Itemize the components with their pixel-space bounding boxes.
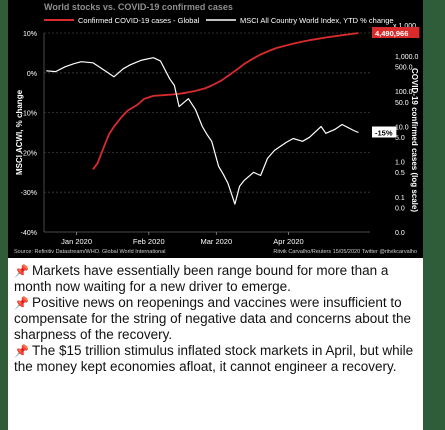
right-axis-title: COVID-19 confirmed cases (log scale) [410, 68, 419, 212]
left-tick-label: -20% [21, 150, 37, 157]
x-tick-label: Feb 2020 [133, 237, 165, 246]
x-tick-label: Jan 2020 [61, 237, 92, 246]
right-tick-label: 0.1 [395, 195, 405, 202]
caption-text: The $15 trillion stimulus inflated stock… [14, 343, 414, 374]
left-axis-title: MSCI ACWI, % change [15, 89, 24, 175]
end-value-badge [372, 126, 397, 138]
legend-label-covid: Confirmed COVID-19 cases - Global [78, 16, 200, 25]
right-axis-unit-label: x 1,000 [393, 23, 416, 30]
left-tick-label: 10% [23, 31, 37, 38]
end-value-label: -15% [375, 129, 393, 138]
caption-text: Positive news on reopenings and vaccines… [14, 295, 412, 342]
x-tick-label: Mar 2020 [200, 237, 232, 246]
right-tick-label: 1,000.0 [395, 54, 418, 61]
caption-paragraph: 📌 Markets have essentially been range bou… [14, 263, 414, 295]
post-frame: World stocks vs. COVID-19 confirmed case… [8, 0, 423, 430]
right-tick-label: 100.0 [395, 89, 413, 96]
caption-text: Markets have essentially been range boun… [14, 263, 389, 294]
left-tick-label: 0% [27, 71, 37, 78]
right-tick-label: 10.0 [395, 124, 409, 131]
end-value-badge [372, 27, 420, 38]
end-value-label: 4,490,966 [375, 29, 408, 38]
pushpin-icon: 📌 [14, 296, 29, 310]
right-tick-label: 0.0 [395, 205, 405, 212]
right-tick-label: 0.0 [395, 230, 405, 237]
caption-paragraph: 📌 Positive news on reopenings and vaccine… [14, 295, 414, 343]
right-tick-label: 5.0 [395, 135, 405, 142]
right-tick-label: 50.0 [395, 100, 409, 107]
right-tick-label: 1.0 [395, 160, 405, 167]
msci-index-line [46, 57, 359, 205]
x-tick-label: Apr 2020 [273, 237, 303, 246]
left-tick-label: -40% [21, 230, 37, 237]
credit-text: Ritvik Carvalho/Reuters 15/05/2020 Twitt… [273, 249, 417, 255]
left-tick-label: -10% [21, 111, 37, 118]
chart: World stocks vs. COVID-19 confirmed case… [14, 2, 420, 255]
chart-title: World stocks vs. COVID-19 confirmed case… [44, 2, 233, 12]
right-tick-label: 0.5 [395, 170, 405, 177]
source-text: Source: Refinitiv Datastream/WHO. Global… [14, 249, 166, 255]
caption-paragraph: 📌 The $15 trillion stimulus inflated stoc… [14, 343, 414, 375]
chart-panel: World stocks vs. COVID-19 confirmed case… [8, 0, 423, 258]
pushpin-icon: 📌 [14, 264, 29, 278]
legend-label-msci: MSCI All Country World Index, YTD % chan… [240, 16, 394, 25]
pushpin-icon: 📌 [14, 344, 29, 358]
post-caption: 📌 Markets have essentially been range bou… [14, 263, 414, 375]
right-tick-label: 500.0 [395, 65, 413, 72]
covid-cases-line [92, 32, 359, 170]
left-tick-label: -30% [21, 190, 37, 197]
